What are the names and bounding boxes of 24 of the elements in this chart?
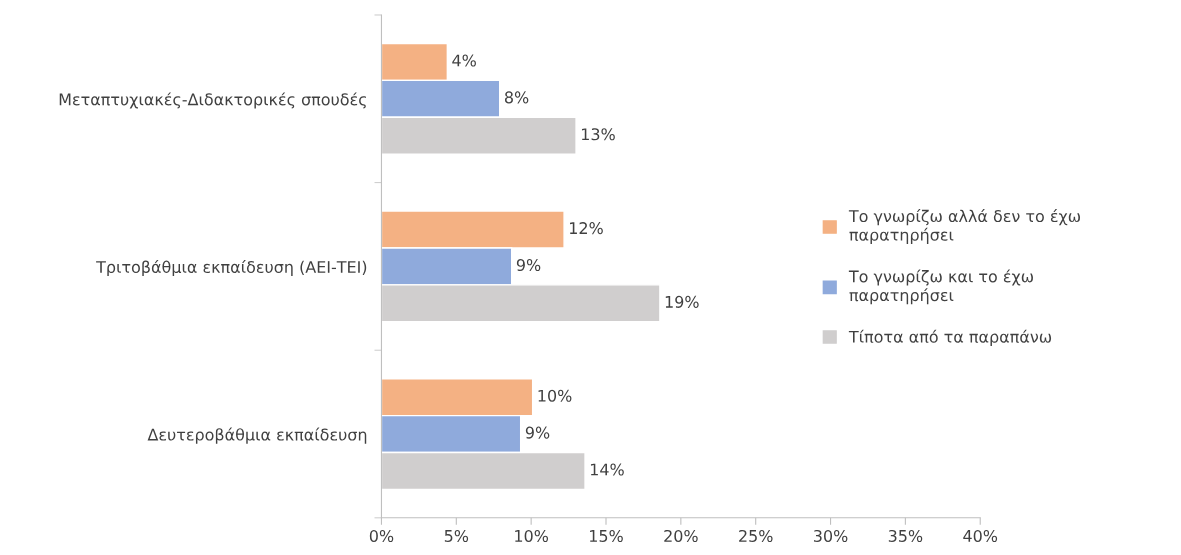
x-tick-label: 40% bbox=[963, 529, 998, 542]
legend-label: Το γνωρίζω και το έχω παρατηρήσει bbox=[848, 269, 1033, 305]
y-tick-label: Μεταπτυχιακές-Διδακτορικές σπουδές bbox=[59, 92, 366, 109]
x-tick-label: 0% bbox=[369, 529, 394, 542]
data-label: 19% bbox=[665, 295, 699, 308]
x-tick-label: 25% bbox=[739, 529, 773, 542]
legend-label: Τίποτα από τα παραπάνω bbox=[848, 329, 1052, 346]
x-tick-label: 5% bbox=[444, 529, 469, 542]
x-tick-label: 30% bbox=[814, 529, 848, 542]
data-label: 14% bbox=[590, 463, 624, 476]
data-label: 9% bbox=[516, 258, 541, 272]
legend-label: Το γνωρίζω αλλά δεν το έχω παρατηρήσει bbox=[848, 209, 1081, 244]
data-label: 10% bbox=[538, 389, 572, 402]
data-label: 13% bbox=[581, 128, 615, 141]
x-tick-label: 10% bbox=[515, 529, 549, 542]
x-tick-label: 20% bbox=[664, 529, 698, 542]
data-label: 4% bbox=[452, 54, 476, 67]
y-tick-label: Δευτεροβάθμια εκπαίδευση bbox=[147, 427, 367, 444]
data-label: 12% bbox=[570, 222, 603, 235]
y-tick-label: Τριτοβάθμια εκπαίδευση (ΑΕΙ-ΤΕΙ) bbox=[96, 260, 367, 277]
data-label: 8% bbox=[504, 91, 529, 104]
x-tick-label: 35% bbox=[888, 529, 923, 542]
x-tick-label: 15% bbox=[590, 529, 623, 542]
data-label: 9% bbox=[525, 426, 550, 439]
